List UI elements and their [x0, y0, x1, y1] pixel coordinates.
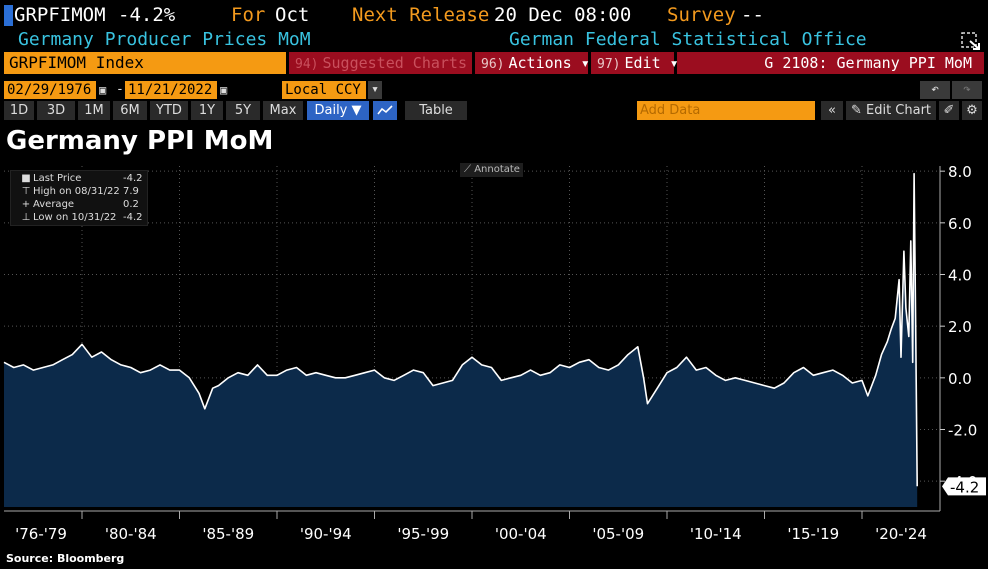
period-button-3d[interactable]: 3D — [37, 101, 75, 120]
legend-label: High on 08/31/22 — [33, 186, 120, 197]
date-range-row: 02/29/1976 ▣ - 11/21/2022 ▣ Local CCY ▾ … — [0, 81, 988, 99]
y-tick-label: 0.0 — [948, 370, 972, 388]
date-separator: - — [116, 82, 124, 97]
period-row: 1D 3D 1M 6M YTD 1Y 5Y Max Daily ▼ Table Add Dat… — [0, 101, 988, 120]
source-label: Source: Bloomberg — [6, 552, 125, 565]
legend-row: + Average 0.2 — [11, 199, 149, 210]
period-button-1y[interactable]: 1Y — [191, 101, 223, 120]
calendar-icon[interactable]: ▣ — [99, 83, 107, 97]
suggested-charts-number: 94) — [295, 57, 319, 72]
y-tick-label: 6.0 — [948, 215, 972, 233]
series-area — [4, 173, 918, 507]
description-row: Germany Producer Prices MoM German Feder… — [0, 29, 988, 51]
toolbar-row: GRPFIMOM Index 94) Suggested Charts 96) Ac… — [0, 52, 988, 74]
legend: ■ Last Price -4.2 ⊤ High on 08/31/22 7.9 + Aver… — [10, 170, 148, 226]
legend-row: ■ Last Price -4.2 — [11, 173, 149, 184]
chart-area[interactable]: 8.06.04.02.00.0-2.0-4.0-4.2'76-'79'80-'8… — [0, 160, 988, 550]
period-button-1d[interactable]: 1D — [4, 101, 34, 120]
y-tick-label: 2.0 — [948, 318, 972, 336]
x-tick-label: '05-'09 — [592, 525, 644, 543]
period-button-max[interactable]: Max — [263, 101, 303, 120]
edit-button[interactable]: 97) Edit ▾ — [591, 52, 679, 74]
legend-value: -4.2 — [123, 173, 143, 184]
legend-label: Average — [33, 199, 75, 210]
popout-icon[interactable] — [960, 31, 982, 51]
currency-dropdown-icon[interactable]: ▾ — [368, 81, 382, 99]
annotate-icon: ⟋ — [464, 164, 471, 175]
cursor-marker — [4, 5, 13, 26]
legend-label: Low on 10/31/22 — [33, 212, 117, 223]
y-tick-label: 4.0 — [948, 267, 972, 285]
calendar-icon[interactable]: ▣ — [220, 83, 228, 97]
legend-marker-icon: ⊤ — [21, 186, 31, 197]
legend-marker-icon: ■ — [21, 173, 31, 184]
legend-marker-icon: ⊥ — [21, 212, 31, 223]
period-button-1m[interactable]: 1M — [78, 101, 110, 120]
next-release-label: Next Release — [352, 4, 490, 26]
x-tick-label: '10-'14 — [690, 525, 742, 543]
security-field[interactable]: GRPFIMOM Index — [4, 52, 286, 74]
frequency-dropdown[interactable]: Daily ▼ — [307, 101, 369, 120]
end-date-field[interactable]: 11/21/2022 — [125, 81, 217, 99]
actions-button[interactable]: 96) Actions ▾ — [475, 52, 590, 74]
edit-number: 97) — [597, 57, 621, 72]
currency-field[interactable]: Local CCY — [282, 81, 366, 99]
last-value: -4.2% — [118, 4, 176, 26]
x-tick-label: '80-'84 — [105, 525, 157, 543]
line-chart-glyph — [377, 105, 393, 115]
table-button[interactable]: Table — [405, 101, 467, 120]
y-tick-label: 8.0 — [948, 163, 972, 181]
annotate-label: Annotate — [474, 164, 520, 175]
legend-value: 7.9 — [123, 186, 139, 197]
suggested-charts-button[interactable]: 94) Suggested Charts — [289, 52, 472, 74]
pencil-icon: ✎ — [850, 103, 862, 118]
legend-row: ⊥ Low on 10/31/22 -4.2 — [11, 212, 149, 223]
start-date-field[interactable]: 02/29/1976 — [4, 81, 96, 99]
y-tick-label: -2.0 — [948, 422, 977, 440]
actions-number: 96) — [481, 57, 505, 72]
suggested-charts-label: Suggested Charts — [322, 54, 467, 72]
legend-row: ⊤ High on 08/31/22 7.9 — [11, 186, 149, 197]
series-description: Germany Producer Prices MoM — [18, 29, 311, 50]
annotate-button[interactable]: ⟋ Annotate — [460, 163, 523, 177]
edit-label: Edit ▾ — [624, 54, 679, 72]
x-tick-label: '90-'94 — [300, 525, 352, 543]
legend-label: Last Price — [33, 173, 82, 184]
edit-chart-button[interactable]: ✎ Edit Chart — [846, 101, 936, 120]
period-button-ytd[interactable]: YTD — [150, 101, 188, 120]
draw-icon[interactable]: ✐ — [939, 101, 959, 120]
gear-icon[interactable]: ⚙ — [962, 101, 982, 120]
source-agency: German Federal Statistical Office — [509, 29, 867, 50]
header-row: GRPFIMOM -4.2% For Oct Next Release 20 D… — [0, 0, 988, 30]
for-period: Oct — [275, 4, 310, 26]
period-button-6m[interactable]: 6M — [113, 101, 147, 120]
last-value-label: -4.2 — [950, 478, 979, 496]
chart-id-label: G 2108: Germany PPI MoM — [677, 52, 984, 74]
redo-icon[interactable]: ↷ — [952, 81, 982, 99]
legend-value: 0.2 — [123, 199, 139, 210]
survey-value: -- — [741, 4, 764, 26]
next-release-value: 20 Dec 08:00 — [494, 4, 632, 26]
legend-value: -4.2 — [123, 212, 143, 223]
add-data-input[interactable]: Add Data — [637, 101, 815, 120]
actions-label: Actions ▾ — [508, 54, 590, 72]
last-value-tag — [942, 477, 986, 496]
chart-title: Germany PPI MoM — [6, 126, 274, 156]
x-tick-label: '20-'24 — [875, 525, 927, 543]
x-tick-label: '76-'79 — [15, 525, 67, 543]
line-chart-icon[interactable] — [373, 101, 397, 120]
x-tick-label: '85-'89 — [202, 525, 254, 543]
ticker-symbol: GRPFIMOM — [14, 4, 106, 26]
survey-label: Survey — [667, 4, 736, 26]
legend-marker-icon: + — [21, 199, 31, 210]
series-line — [3, 172, 918, 487]
collapse-icon[interactable]: « — [821, 101, 843, 120]
edit-chart-label: Edit Chart — [866, 103, 932, 118]
x-tick-label: '95-'99 — [397, 525, 449, 543]
undo-icon[interactable]: ↶ — [920, 81, 950, 99]
for-label: For — [231, 4, 266, 26]
period-button-5y[interactable]: 5Y — [226, 101, 260, 120]
x-tick-label: '00-'04 — [495, 525, 547, 543]
x-tick-label: '15-'19 — [787, 525, 839, 543]
